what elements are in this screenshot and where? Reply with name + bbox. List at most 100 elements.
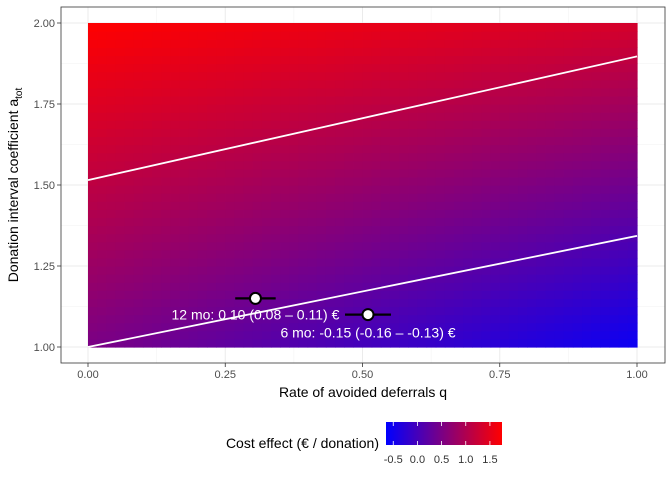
heat-cell (280, 168, 290, 178)
heat-cell (289, 95, 300, 105)
heat-cell (444, 63, 455, 73)
heat-cell (554, 257, 565, 267)
heat-cell (225, 160, 235, 170)
heat-cell (627, 193, 638, 202)
heat-cell (527, 95, 537, 105)
heat-cell (298, 330, 309, 340)
heat-cell (444, 201, 455, 210)
heat-cell (261, 87, 272, 97)
heat-cell (325, 201, 336, 210)
heat-cell (325, 152, 336, 162)
heat-cell (316, 87, 327, 97)
heat-cell (252, 79, 263, 89)
heat-cell (353, 282, 364, 291)
heat-cell (124, 79, 135, 89)
heat-cell (435, 338, 446, 348)
heat-cell (389, 322, 400, 332)
heat-cell (591, 338, 601, 348)
heat-cell (225, 274, 235, 283)
heat-cell (435, 193, 446, 202)
heat-cell (179, 257, 190, 267)
heat-cell (289, 87, 300, 97)
heat-cell (216, 176, 226, 186)
heat-cell (389, 71, 400, 81)
heat-cell (298, 176, 309, 186)
heat-cell (252, 225, 263, 235)
heat-cell (307, 55, 318, 65)
heat-cell (399, 306, 409, 316)
heat-cell (609, 136, 620, 146)
heat-cell (609, 55, 620, 65)
heat-cell (261, 274, 272, 283)
heat-cell (481, 338, 492, 348)
heat-cell (234, 144, 245, 154)
heat-cell (325, 47, 336, 56)
heat-cell (472, 209, 483, 218)
heat-cell (536, 160, 547, 170)
heat-cell (371, 144, 382, 154)
heat-cell (591, 330, 601, 340)
heat-cell (344, 176, 354, 186)
heat-cell (408, 274, 418, 283)
heat-cell (252, 241, 263, 251)
heat-cell (197, 306, 208, 316)
heat-cell (170, 95, 181, 105)
heat-cell (536, 152, 547, 162)
heat-cell (582, 120, 592, 129)
heat-cell (298, 31, 309, 40)
heat-cell (591, 136, 601, 146)
heat-cell (572, 274, 583, 283)
heat-cell (316, 63, 327, 73)
heat-cell (618, 290, 629, 299)
heat-cell (353, 306, 364, 316)
heat-cell (225, 63, 235, 73)
heat-cell (252, 104, 263, 113)
heat-cell (261, 185, 272, 194)
heat-cell (106, 274, 117, 283)
heat-cell (344, 330, 354, 340)
heat-cell (582, 330, 592, 340)
heat-cell (591, 225, 601, 235)
heat-cell (371, 338, 382, 348)
heat-cell (115, 217, 126, 227)
heat-cell (188, 63, 199, 73)
heat-cell (206, 144, 217, 154)
heat-cell (161, 338, 171, 348)
heat-cell (335, 71, 345, 81)
heat-cell (582, 274, 592, 283)
heat-cell (563, 128, 574, 137)
heat-cell (161, 168, 171, 178)
heat-cell (627, 233, 638, 243)
heat-cell (417, 241, 428, 251)
heat-cell (106, 176, 117, 186)
heat-cell (216, 63, 226, 73)
heat-cell (280, 63, 290, 73)
heat-cell (435, 306, 446, 316)
heat-cell (463, 31, 473, 40)
heat-cell (206, 193, 217, 202)
heat-cell (545, 39, 556, 48)
heat-cell (572, 79, 583, 89)
heat-cell (545, 47, 556, 56)
heat-cell (536, 128, 547, 137)
heat-cell (316, 290, 327, 299)
heat-cell (508, 176, 519, 186)
heat-cell (170, 290, 181, 299)
heat-cell (499, 266, 510, 275)
heat-cell (188, 120, 199, 129)
heat-cell (88, 112, 98, 121)
heat-cell (408, 266, 418, 275)
heat-cell (152, 79, 162, 89)
heat-cell (188, 31, 199, 40)
heat-cell (161, 201, 171, 210)
heat-cell (490, 274, 501, 283)
heat-cell (572, 112, 583, 121)
heat-cell (88, 79, 98, 89)
heat-cell (152, 314, 162, 324)
heat-cell (142, 185, 153, 194)
heat-cell (216, 79, 226, 89)
heat-cell (197, 39, 208, 48)
heat-cell (389, 63, 400, 73)
heat-cell (225, 39, 235, 48)
heat-cell (572, 282, 583, 291)
